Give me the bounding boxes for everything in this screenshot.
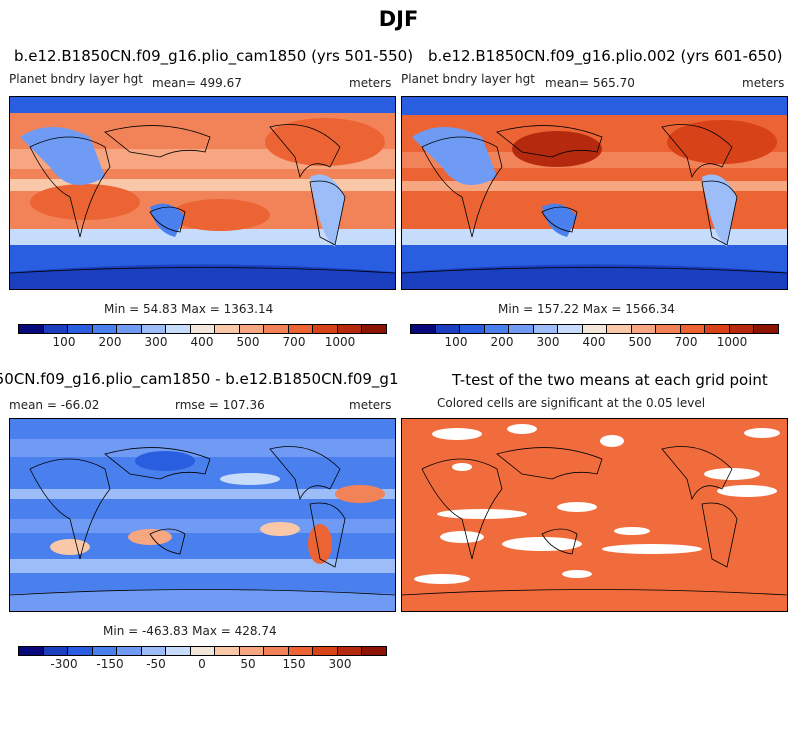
panel3-colorbar: [18, 646, 387, 656]
panel1-tick: 1000: [324, 335, 356, 349]
panel3-units: meters: [349, 398, 392, 412]
colorbar-swatch: [435, 325, 461, 333]
panel3-tick: 150: [282, 657, 306, 671]
colorbar-swatch: [215, 325, 240, 333]
panel1-tick: 100: [52, 335, 76, 349]
panel3-case-title-clip: b.e12.B1850CN.f09_g16.plio_cam1850 - b.e…: [0, 370, 398, 392]
panel2-case-title: b.e12.B1850CN.f09_g16.plio.002 (yrs 601-…: [428, 47, 783, 65]
colorbar-swatch: [92, 647, 118, 655]
colorbar-swatch: [582, 325, 608, 333]
panel2-units: meters: [742, 76, 785, 90]
panel2-tick: 200: [490, 335, 514, 349]
colorbar-swatch: [484, 325, 510, 333]
colorbar-swatch: [141, 647, 167, 655]
panel3-tick: -150: [96, 657, 124, 671]
panel1-units: meters: [349, 76, 392, 90]
panel1-tick: 700: [282, 335, 306, 349]
panel3-tick: -300: [50, 657, 78, 671]
panel2-map-plot: [402, 97, 787, 289]
colorbar-swatch: [215, 647, 240, 655]
colorbar-swatch: [533, 325, 559, 333]
panel3-map-plot: [10, 419, 395, 611]
colorbar-swatch: [313, 325, 338, 333]
colorbar-swatch: [166, 647, 191, 655]
panel2-tick: 500: [628, 335, 652, 349]
panel1-tick: 500: [236, 335, 260, 349]
panel4-map: [401, 418, 788, 612]
colorbar-swatch: [239, 647, 265, 655]
panel2-variable: Planet bndry layer hgt: [401, 72, 535, 86]
colorbar-swatch: [558, 325, 583, 333]
panel1-variable: Planet bndry layer hgt: [9, 72, 143, 86]
colorbar-swatch: [117, 325, 142, 333]
colorbar-swatch: [19, 647, 44, 655]
panel1-tick: 300: [144, 335, 168, 349]
panel4-subtitle: Colored cells are significant at the 0.0…: [437, 396, 706, 410]
colorbar-swatch: [337, 325, 363, 333]
panel1-minmax: Min = 54.83 Max = 1363.14: [104, 302, 274, 316]
colorbar-swatch: [264, 325, 289, 333]
panel3-map: [9, 418, 396, 612]
panel3-rmse: rmse = 107.36: [175, 398, 265, 412]
colorbar-swatch: [607, 325, 632, 333]
colorbar-swatch: [141, 325, 167, 333]
colorbar-swatch: [68, 325, 93, 333]
colorbar-swatch: [729, 325, 755, 333]
colorbar-swatch: [313, 647, 338, 655]
colorbar-swatch: [264, 647, 289, 655]
panel3-tick: 300: [328, 657, 352, 671]
panel1-map-plot: [10, 97, 395, 289]
panel1-mean: mean= 499.67: [152, 76, 242, 90]
colorbar-swatch: [680, 325, 706, 333]
panel4-map-plot: [402, 419, 787, 611]
colorbar-swatch: [656, 325, 681, 333]
colorbar-swatch: [337, 647, 363, 655]
colorbar-swatch: [288, 325, 314, 333]
panel1-colorbar: [18, 324, 387, 334]
colorbar-swatch: [68, 647, 93, 655]
colorbar-swatch: [239, 325, 265, 333]
colorbar-swatch: [362, 647, 386, 655]
colorbar-swatch: [117, 647, 142, 655]
colorbar-swatch: [190, 325, 216, 333]
panel1-tick: 200: [98, 335, 122, 349]
colorbar-swatch: [705, 325, 730, 333]
panel2-tick: 1000: [716, 335, 748, 349]
panel1-map: [9, 96, 396, 290]
colorbar-swatch: [288, 647, 314, 655]
panel3-tick: -50: [146, 657, 166, 671]
colorbar-swatch: [190, 647, 216, 655]
panel3-minmax: Min = -463.83 Max = 428.74: [103, 624, 277, 638]
colorbar-swatch: [631, 325, 657, 333]
panel2-tick: 700: [674, 335, 698, 349]
colorbar-swatch: [509, 325, 534, 333]
panel1-case-title: b.e12.B1850CN.f09_g16.plio_cam1850 (yrs …: [14, 47, 414, 65]
panel1-tick: 400: [190, 335, 214, 349]
colorbar-swatch: [754, 325, 778, 333]
colorbar-swatch: [411, 325, 436, 333]
panel2-tick: 400: [582, 335, 606, 349]
panel2-map: [401, 96, 788, 290]
colorbar-swatch: [460, 325, 485, 333]
colorbar-swatch: [166, 325, 191, 333]
colorbar-swatch: [362, 325, 386, 333]
panel3-tick: 0: [198, 657, 206, 671]
page-title: DJF: [378, 7, 419, 31]
panel2-tick: 300: [536, 335, 560, 349]
colorbar-swatch: [19, 325, 44, 333]
panel2-tick: 100: [444, 335, 468, 349]
colorbar-swatch: [43, 647, 69, 655]
panel3-tick: 50: [240, 657, 256, 671]
panel2-mean: mean= 565.70: [545, 76, 635, 90]
panel2-colorbar: [410, 324, 779, 334]
colorbar-swatch: [43, 325, 69, 333]
panel3-mean: mean = -66.02: [9, 398, 100, 412]
colorbar-swatch: [92, 325, 118, 333]
panel2-minmax: Min = 157.22 Max = 1566.34: [498, 302, 675, 316]
panel3-case-title: b.e12.B1850CN.f09_g16.plio_cam1850 - b.e…: [0, 370, 398, 388]
panel4-title: T-test of the two means at each grid poi…: [452, 371, 768, 389]
